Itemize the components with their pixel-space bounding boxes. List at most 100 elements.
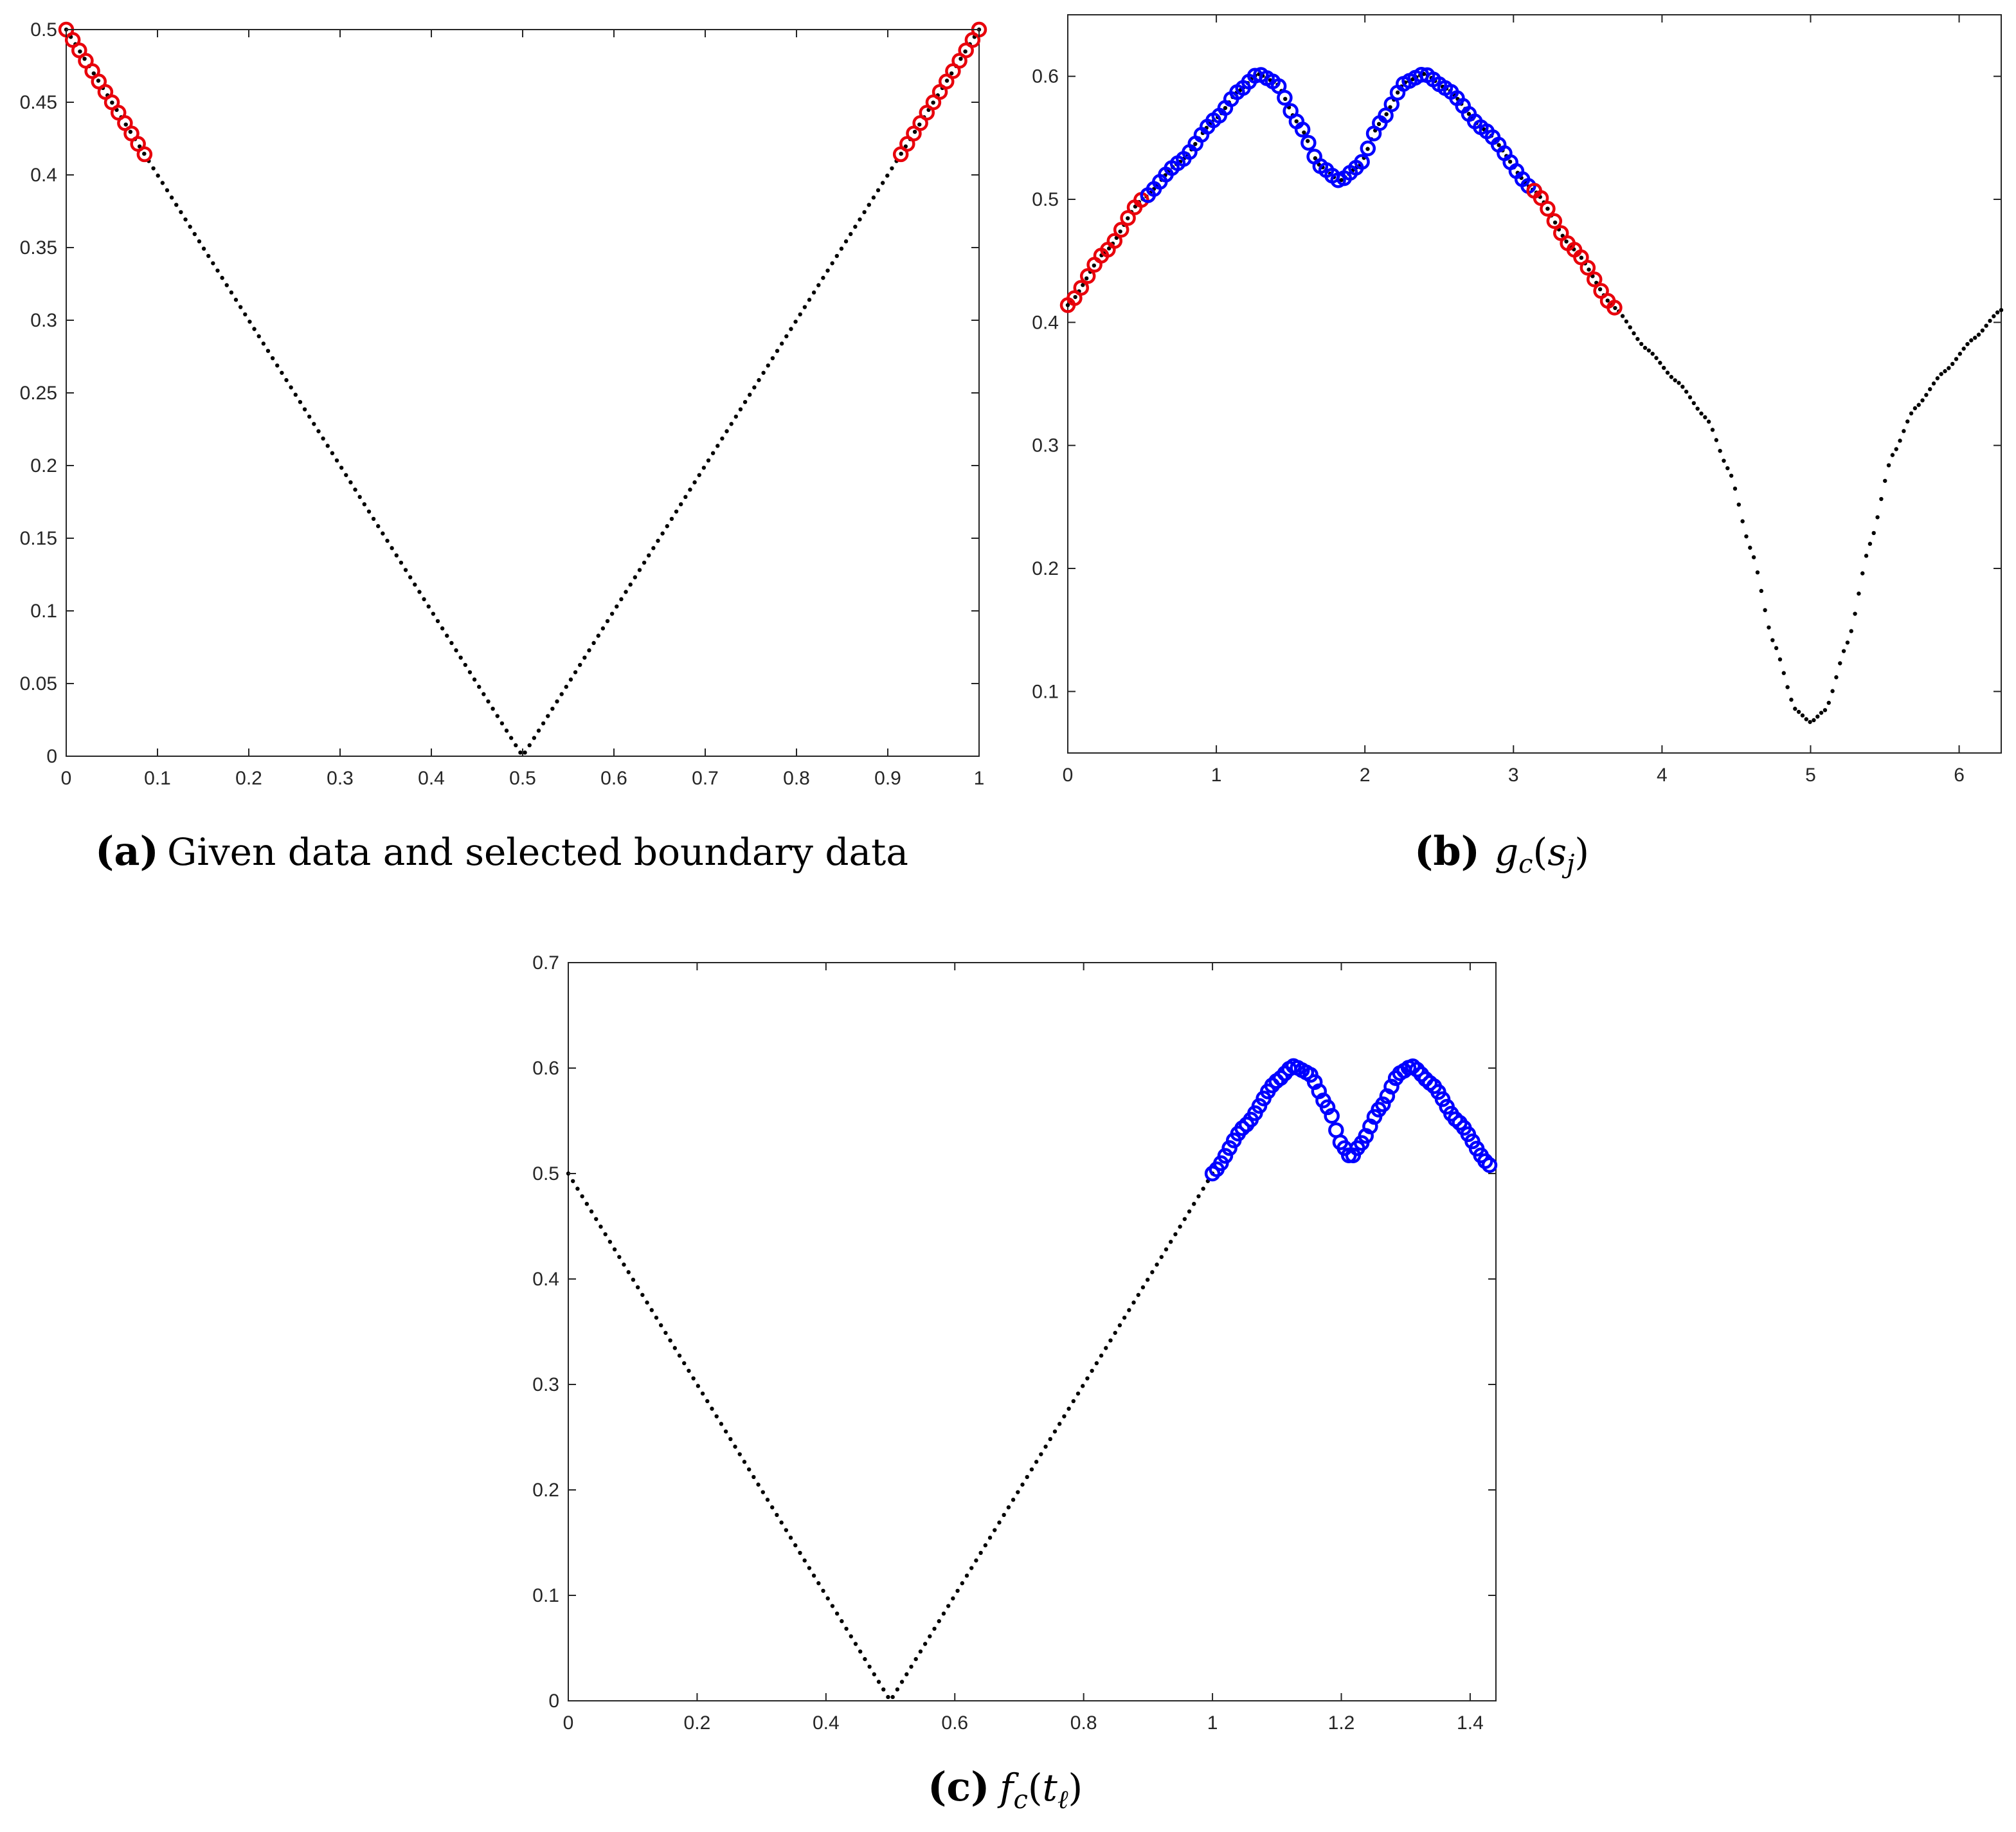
data-point-dot xyxy=(1759,588,1763,594)
data-point-dot xyxy=(752,385,757,390)
data-point-dot xyxy=(307,414,312,419)
data-point-dot xyxy=(302,407,307,412)
data-point-dot xyxy=(1665,370,1670,375)
data-point-dot xyxy=(974,1558,978,1563)
data-point-dot xyxy=(1748,545,1752,550)
data-point-dot xyxy=(775,1512,779,1518)
data-point-dot xyxy=(449,640,454,646)
data-point-dot xyxy=(1020,1482,1025,1487)
extension-marker xyxy=(1354,154,1370,170)
data-point-dot xyxy=(1579,255,1584,260)
x-tick-label: 2 xyxy=(1360,765,1371,786)
data-point-dot xyxy=(1725,466,1730,471)
data-point-dot xyxy=(1545,206,1550,211)
data-point-dot xyxy=(1669,375,1674,379)
extension-marker xyxy=(1375,1096,1391,1112)
data-point-dot xyxy=(944,78,950,83)
data-point-dot xyxy=(1553,220,1558,225)
data-point-dot xyxy=(844,1626,849,1631)
data-point-dot xyxy=(1793,707,1797,711)
data-point-dot xyxy=(798,312,802,317)
data-point-dot xyxy=(688,487,692,492)
data-point-dot xyxy=(669,516,674,521)
data-point-dot xyxy=(692,480,697,485)
data-point-dot xyxy=(821,275,825,280)
y-tick-label: 0.6 xyxy=(1032,66,1059,87)
data-point-dot xyxy=(697,473,701,477)
data-point-dot xyxy=(1025,1474,1029,1480)
data-point-dot xyxy=(1106,246,1112,251)
data-point-dot xyxy=(1410,77,1415,82)
y-tick-label: 0 xyxy=(548,1691,559,1712)
data-point-dot xyxy=(1090,1368,1094,1373)
data-point-dot xyxy=(710,451,716,455)
data-point-dot xyxy=(1084,276,1089,281)
data-point-dot xyxy=(1632,331,1636,336)
data-point-dot xyxy=(454,648,458,653)
data-point-dot xyxy=(1650,351,1655,356)
data-point-dot xyxy=(978,1550,983,1555)
boundary-marker xyxy=(1106,233,1123,249)
y-tick-label: 0.05 xyxy=(20,673,57,694)
plot-frame xyxy=(1067,14,2002,754)
data-point-dot xyxy=(853,224,858,229)
data-point-dot xyxy=(1864,554,1869,558)
extension-marker xyxy=(1277,89,1293,106)
data-point-dot xyxy=(1066,1406,1071,1411)
data-point-dot xyxy=(1057,1422,1062,1426)
data-point-dot xyxy=(1048,1437,1052,1442)
data-point-dot xyxy=(541,721,546,726)
data-point-dot xyxy=(1673,378,1677,383)
data-point-dot xyxy=(1395,90,1400,95)
data-point-dot xyxy=(729,422,734,426)
data-point-dot xyxy=(385,538,390,543)
data-point-dot xyxy=(559,692,564,696)
boundary-marker xyxy=(1073,280,1090,296)
data-point-dot xyxy=(1113,1330,1117,1335)
data-point-dot xyxy=(1722,458,1726,463)
data-point-dot xyxy=(1950,361,1955,367)
caption-text-c: fc(tℓ) xyxy=(997,1766,1083,1815)
data-point-dot xyxy=(1365,147,1370,151)
data-point-dot xyxy=(298,399,303,404)
boundary-marker xyxy=(1113,222,1130,238)
x-tick-label: 0 xyxy=(61,768,72,789)
data-point-dot xyxy=(840,1619,844,1624)
data-point-dot xyxy=(1658,361,1662,365)
data-point-dot xyxy=(472,677,477,682)
data-point-dot xyxy=(1789,697,1794,702)
x-tick-label: 1.2 xyxy=(1328,1712,1355,1734)
y-tick-label: 0.3 xyxy=(30,310,57,331)
data-point-dot xyxy=(1122,1315,1127,1320)
data-point-dot xyxy=(1104,1346,1108,1350)
data-point-dot xyxy=(571,1179,575,1183)
data-point-dot xyxy=(527,743,532,748)
data-point-dot xyxy=(1939,372,1943,376)
data-point-dot xyxy=(899,151,903,156)
data-point-dot xyxy=(575,1186,580,1191)
data-point-dot xyxy=(807,298,812,302)
data-point-dot xyxy=(408,575,413,579)
y-axis-ticks: 0 0.05 0.1 0.15 0.2 0.25 0.3 0.35 0.4 0.45 0.5 xyxy=(20,19,979,767)
x-tick-label: 0.3 xyxy=(327,768,354,789)
data-point-dot xyxy=(179,210,183,215)
data-point-dot xyxy=(1605,298,1610,303)
extension-marker xyxy=(1204,1165,1221,1182)
data-point-dot xyxy=(463,662,468,667)
data-point-dot xyxy=(390,546,394,550)
data-point-dot xyxy=(1680,385,1685,389)
data-point-dot xyxy=(582,655,587,660)
data-point-dot xyxy=(188,224,192,229)
data-point-dot xyxy=(665,524,669,529)
data-point-dot xyxy=(1913,406,1918,411)
data-point-dot xyxy=(1770,638,1775,642)
data-point-dot xyxy=(1131,1300,1136,1305)
data-point-dot xyxy=(344,473,348,477)
data-point-dot xyxy=(720,436,724,441)
x-tick-label: 0 xyxy=(563,1712,574,1734)
data-point-dot xyxy=(169,195,174,200)
data-point-dot xyxy=(1879,496,1884,502)
data-point-dot xyxy=(949,71,954,76)
data-point-dot xyxy=(742,1460,747,1464)
data-point-dot xyxy=(1076,1391,1081,1396)
